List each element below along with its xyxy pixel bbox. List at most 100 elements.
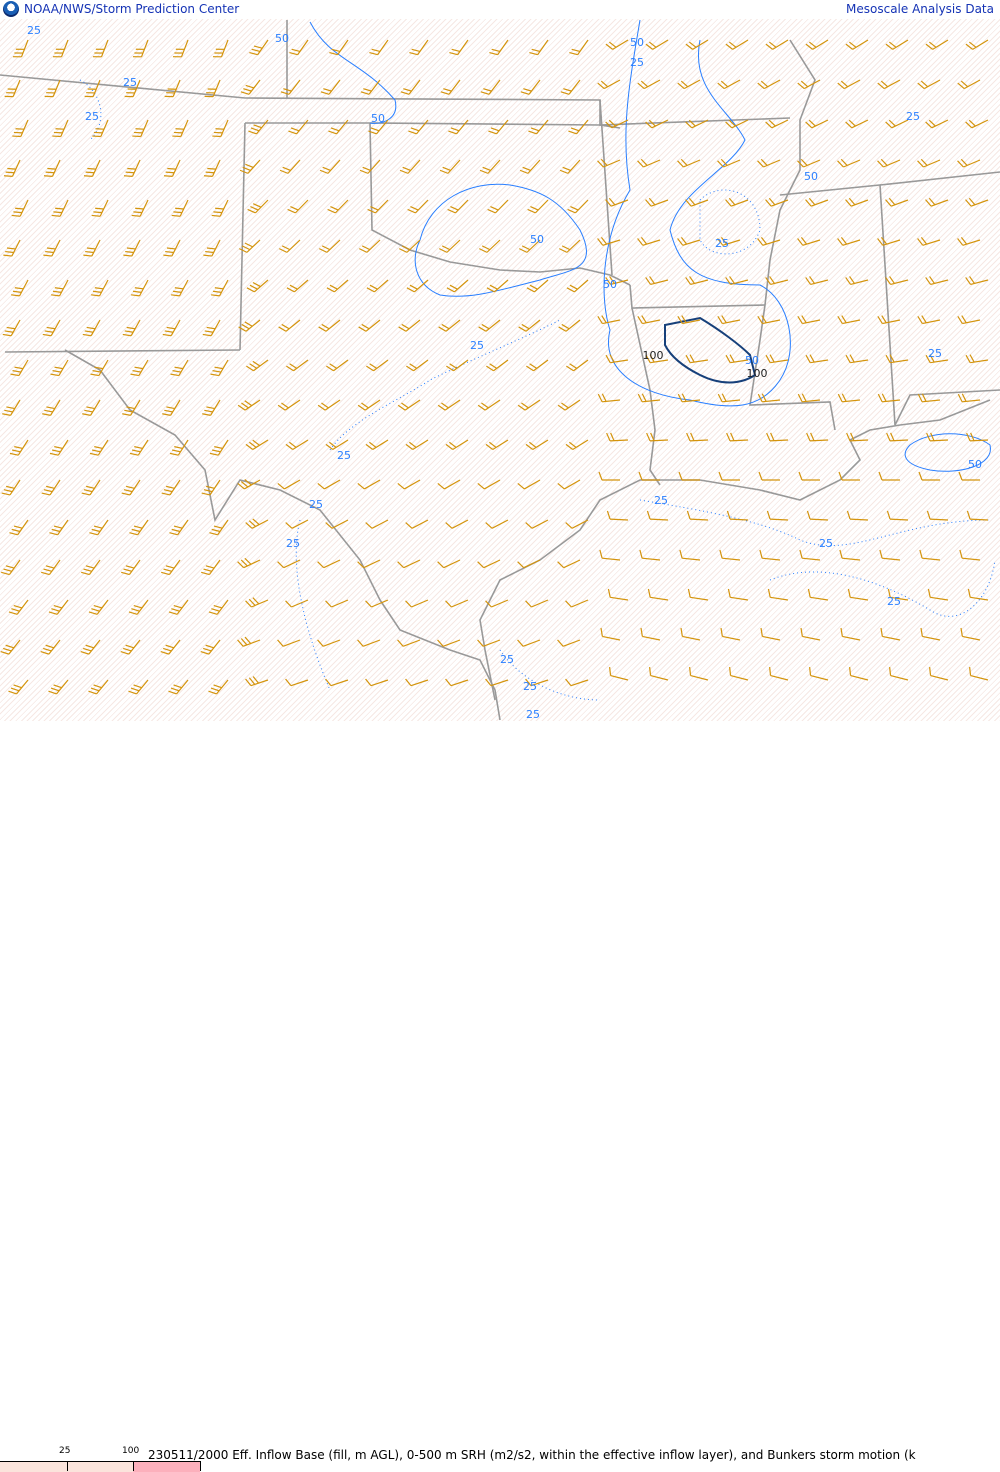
wind-barb bbox=[327, 199, 349, 214]
wind-barb bbox=[805, 39, 829, 50]
wind-barb bbox=[798, 471, 820, 481]
wind-barb bbox=[477, 479, 501, 490]
wind-barb bbox=[879, 549, 901, 561]
wind-barb bbox=[597, 158, 621, 168]
wind-barb bbox=[529, 39, 549, 56]
wind-barb bbox=[245, 518, 269, 529]
wind-barb bbox=[718, 471, 740, 481]
wind-barb bbox=[488, 119, 509, 135]
wind-barb bbox=[725, 119, 749, 129]
wind-barb bbox=[969, 666, 989, 681]
wind-barb bbox=[1, 559, 21, 576]
contour-label: 100 bbox=[643, 349, 664, 362]
wind-barb bbox=[286, 359, 309, 372]
wind-barb bbox=[9, 439, 29, 456]
contour-label: 25 bbox=[470, 339, 484, 352]
wind-barb bbox=[398, 239, 421, 253]
wind-barb bbox=[237, 636, 261, 647]
contour-label: 25 bbox=[523, 680, 537, 693]
wind-barb bbox=[40, 639, 61, 655]
wind-barb bbox=[3, 239, 21, 257]
wind-barb bbox=[646, 432, 669, 442]
wind-barb bbox=[50, 279, 69, 297]
wind-barb bbox=[765, 276, 789, 286]
wind-barb bbox=[48, 679, 69, 695]
wind-barb bbox=[164, 79, 181, 98]
wind-barb bbox=[557, 399, 581, 411]
wind-barb bbox=[918, 471, 940, 481]
wind-barb bbox=[237, 479, 261, 490]
contour-label: 50 bbox=[603, 278, 617, 291]
wind-barb bbox=[517, 479, 541, 490]
wind-barb bbox=[566, 279, 589, 293]
contour-label: 25 bbox=[630, 56, 644, 69]
wind-barb bbox=[837, 158, 861, 168]
wind-barb bbox=[479, 159, 501, 174]
wind-barb bbox=[477, 559, 501, 569]
wind-barb bbox=[729, 666, 749, 681]
wind-barb bbox=[567, 199, 589, 214]
wind-barb bbox=[245, 676, 269, 687]
wind-barb bbox=[837, 236, 861, 246]
wind-barb bbox=[209, 519, 229, 536]
contour-label: 50 bbox=[745, 354, 759, 367]
wind-barb bbox=[247, 199, 269, 214]
wind-barb bbox=[685, 39, 709, 50]
wind-barb bbox=[172, 119, 189, 138]
wind-barb bbox=[647, 588, 669, 601]
wind-barb bbox=[837, 393, 861, 403]
wind-barb bbox=[203, 239, 221, 257]
contour-label: 100 bbox=[747, 367, 768, 380]
wind-barb bbox=[365, 519, 389, 529]
wind-barb bbox=[845, 276, 869, 286]
wind-barb bbox=[606, 432, 629, 442]
wind-barb bbox=[677, 158, 701, 168]
wind-barb bbox=[805, 119, 829, 129]
border-al-fl bbox=[879, 171, 1000, 186]
wind-barb bbox=[646, 510, 669, 521]
wind-barb bbox=[717, 79, 741, 90]
wind-barb bbox=[757, 79, 781, 90]
wind-barb bbox=[485, 439, 509, 451]
wind-barb bbox=[437, 399, 461, 411]
wind-barb bbox=[797, 315, 821, 325]
wind-barb bbox=[568, 119, 589, 135]
wind-barb bbox=[439, 159, 461, 174]
wind-barb bbox=[168, 599, 189, 615]
border-kansas-oklahoma bbox=[245, 122, 601, 126]
wind-barb bbox=[806, 510, 829, 521]
wind-barb bbox=[759, 549, 781, 561]
wind-barb bbox=[132, 39, 149, 58]
wind-barb bbox=[161, 559, 181, 576]
wind-barb bbox=[765, 39, 789, 50]
contour-label: 25 bbox=[654, 494, 668, 507]
wind-barb bbox=[637, 315, 661, 325]
legend-tick bbox=[133, 1461, 134, 1471]
wind-barb bbox=[245, 439, 269, 451]
wind-barb bbox=[605, 119, 629, 129]
wind-barb bbox=[437, 479, 461, 490]
wind-barb bbox=[365, 678, 389, 687]
wind-barb bbox=[120, 639, 141, 655]
wind-barb bbox=[849, 666, 869, 681]
wind-barb bbox=[639, 549, 661, 561]
wind-barb bbox=[2, 319, 21, 337]
wind-barb bbox=[720, 627, 741, 641]
wind-barb bbox=[277, 639, 301, 647]
wind-barb bbox=[289, 39, 309, 56]
wind-barb bbox=[81, 559, 101, 576]
wind-barb bbox=[128, 599, 149, 615]
wind-barb bbox=[638, 471, 660, 481]
wind-barb bbox=[129, 439, 149, 456]
wind-barb bbox=[519, 159, 541, 174]
wind-barb bbox=[246, 359, 269, 372]
wind-barb bbox=[237, 399, 261, 411]
wind-barb bbox=[90, 279, 109, 297]
wind-barb bbox=[405, 599, 429, 608]
wind-barb bbox=[645, 354, 669, 364]
wind-barb bbox=[169, 439, 189, 456]
wind-barb bbox=[885, 39, 909, 50]
wind-barb bbox=[357, 399, 381, 411]
state-borders bbox=[0, 20, 1000, 721]
wind-barb bbox=[132, 119, 149, 138]
